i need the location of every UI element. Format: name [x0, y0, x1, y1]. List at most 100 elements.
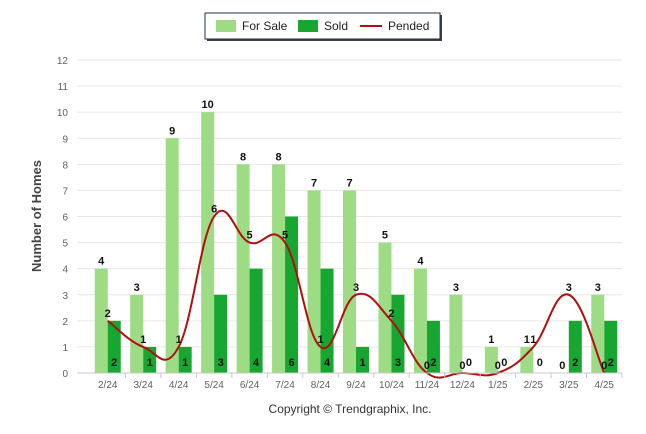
- data-label-pended: 3: [566, 282, 572, 294]
- x-tick-label: 12/24: [450, 380, 475, 391]
- x-tick-label: 3/24: [133, 380, 153, 391]
- data-label-sold: 0: [501, 357, 507, 369]
- bar-sold: [568, 320, 582, 373]
- data-label-pended: 1: [530, 334, 536, 346]
- data-label-pended: 2: [388, 308, 394, 320]
- data-label-pended: 5: [247, 230, 253, 242]
- data-label-sold: 6: [289, 357, 295, 369]
- data-label-pended: 3: [353, 282, 359, 294]
- x-tick-label: 5/24: [204, 380, 224, 391]
- y-tick-label: 5: [62, 239, 68, 250]
- data-label-for-sale: 3: [595, 282, 601, 294]
- data-label-pended: 0: [424, 360, 430, 372]
- copyright-credit: Copyright © Trendgraphix, Inc.: [269, 402, 432, 416]
- data-label-for-sale: 8: [240, 151, 246, 163]
- data-label-for-sale: 4: [417, 256, 424, 268]
- y-tick-label: 1: [62, 343, 68, 354]
- legend-label-for-sale: For Sale: [242, 19, 288, 33]
- data-label-for-sale: 5: [382, 230, 388, 242]
- bar-for-sale: [130, 294, 144, 373]
- data-label-for-sale: 10: [202, 99, 214, 111]
- data-label-pended: 1: [176, 334, 182, 346]
- data-label-pended: 0: [601, 360, 607, 372]
- y-tick-label: 10: [57, 108, 69, 119]
- bar-for-sale: [484, 346, 498, 373]
- data-label-pended: 1: [140, 334, 146, 346]
- bar-for-sale: [165, 138, 179, 373]
- data-label-for-sale: 1: [524, 334, 530, 346]
- bar-for-sale: [236, 164, 250, 373]
- bar-sold: [426, 320, 440, 373]
- bar-sold: [604, 320, 618, 373]
- data-label-sold: 1: [182, 357, 188, 369]
- legend-swatch-for-sale: [216, 20, 236, 32]
- data-label-sold: 1: [147, 357, 153, 369]
- data-label-sold: 2: [430, 357, 436, 369]
- bar-for-sale: [591, 294, 605, 373]
- data-label-sold: 2: [111, 357, 117, 369]
- data-label-for-sale: 9: [169, 125, 175, 137]
- bar-for-sale: [449, 294, 463, 373]
- bar-for-sale: [378, 242, 392, 373]
- x-tick-label: 10/24: [379, 380, 404, 391]
- y-tick-label: 7: [62, 186, 68, 197]
- bar-sold: [356, 346, 369, 373]
- data-label-pended: 5: [282, 230, 288, 242]
- data-label-for-sale: 3: [453, 282, 459, 294]
- data-label-sold: 0: [466, 357, 472, 369]
- data-label-for-sale: 8: [276, 151, 282, 163]
- data-label-for-sale: 1: [488, 334, 494, 346]
- bar-sold: [391, 294, 405, 373]
- x-tick-label: 4/24: [169, 380, 189, 391]
- data-label-sold: 2: [608, 357, 614, 369]
- y-tick-label: 8: [62, 160, 68, 171]
- y-tick-label: 6: [62, 213, 68, 224]
- y-tick-label: 12: [57, 56, 69, 67]
- data-label-sold: 0: [537, 357, 543, 369]
- bar-sold: [249, 268, 263, 373]
- x-tick-label: 3/25: [559, 380, 579, 391]
- data-label-for-sale: 4: [98, 256, 105, 268]
- data-label-sold: 3: [395, 357, 401, 369]
- data-label-pended: 0: [495, 360, 501, 372]
- x-tick-label: 4/25: [595, 380, 615, 391]
- data-label-pended: 1: [317, 334, 323, 346]
- y-tick-label: 2: [62, 317, 68, 328]
- legend: For Sale Sold Pended: [204, 12, 442, 41]
- data-label-pended: 2: [105, 308, 111, 320]
- y-tick-label: 9: [62, 134, 68, 145]
- data-label-pended: 0: [459, 360, 465, 372]
- bar-for-sale: [201, 112, 215, 374]
- data-label-sold: 2: [572, 357, 578, 369]
- x-tick-label: 7/24: [275, 380, 295, 391]
- bar-for-sale: [413, 268, 427, 373]
- bar-for-sale: [272, 164, 286, 373]
- bar-sold: [178, 346, 192, 373]
- bar-sold: [285, 216, 299, 373]
- bar-for-sale: [520, 346, 534, 373]
- bars: [94, 112, 618, 374]
- bar-sold: [107, 320, 121, 373]
- data-label-for-sale: 0: [559, 360, 565, 372]
- pended-line: [107, 209, 606, 379]
- data-label-for-sale: 7: [346, 177, 352, 189]
- x-tick-label: 2/24: [98, 380, 118, 391]
- x-tick-label: 2/25: [524, 380, 544, 391]
- y-tick-label: 11: [58, 82, 69, 93]
- data-label-for-sale: 7: [311, 177, 317, 189]
- x-tick-label: 9/24: [346, 380, 366, 391]
- legend-box: [204, 12, 441, 40]
- x-tick-label: 11/24: [415, 380, 440, 391]
- bar-sold: [320, 268, 334, 373]
- legend-swatch-sold: [298, 20, 318, 32]
- data-label-sold: 3: [218, 357, 224, 369]
- data-label-pended: 6: [211, 204, 217, 216]
- pended-line-layer: [107, 209, 606, 379]
- legend-label-pended: Pended: [388, 19, 429, 33]
- bar-sold: [214, 294, 228, 373]
- data-label-sold: 1: [359, 357, 365, 369]
- data-label-for-sale: 3: [134, 282, 140, 294]
- y-tick-label: 0: [62, 369, 68, 380]
